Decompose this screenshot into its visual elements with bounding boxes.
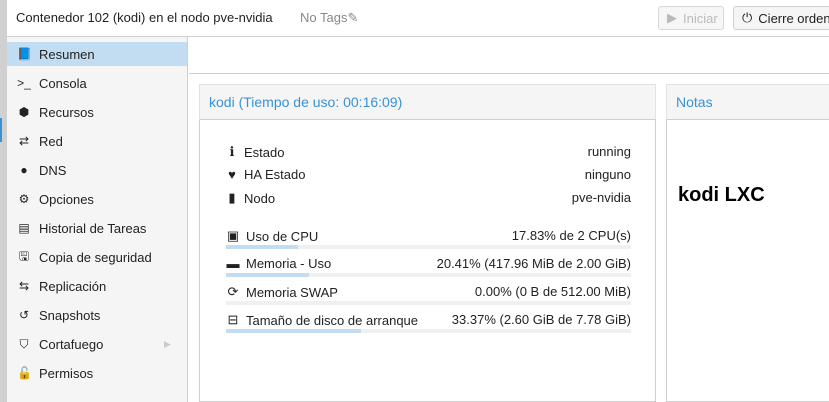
info-label: Nodo [244, 190, 276, 206]
info-row: ℹ Estado running [226, 144, 631, 160]
sidebar-item-snapshots[interactable]: ↺ Snapshots [7, 303, 187, 327]
usage-progress-bar [226, 301, 631, 305]
sidebar-item-cortafuego[interactable]: ⛉ Cortafuego ▶ [7, 332, 187, 356]
usage-label: Memoria SWAP [246, 284, 338, 300]
usage-progress-bar [226, 245, 631, 249]
usage-value: 0.00% (0 B de 512.00 MiB) [474, 284, 631, 299]
usage-label: Memoria - Uso [246, 256, 332, 271]
sidebar-item-label: Historial de Tareas [39, 220, 147, 236]
sidebar-item-consola[interactable]: >_ Consola [7, 71, 187, 95]
usage-value: 17.83% de 2 CPU(s) [511, 228, 631, 243]
tags[interactable]: No Tags✎ [300, 10, 358, 26]
sidebar-item-label: Permisos [39, 365, 94, 381]
left-edge-strip [0, 0, 7, 402]
usage-label: Tamaño de disco de arranque [246, 312, 419, 328]
refresh-icon: ⟳ [227, 284, 239, 299]
globe-icon: ● [20, 163, 28, 177]
sidebar-item-label: Snapshots [39, 307, 101, 323]
sidebar-item-resumen[interactable]: 📘 Resumen [7, 42, 187, 66]
start-button[interactable]: ▶ Iniciar [658, 6, 724, 30]
shield-icon: ⛉ [19, 336, 29, 351]
sidebar-item-label: Consola [39, 75, 87, 91]
notes-panel: Notas kodi LXC [666, 84, 829, 402]
server-icon: ▮ [228, 190, 236, 205]
sidebar-item-recursos[interactable]: ⬢ Recursos [7, 100, 187, 124]
page-title: Contenedor 102 (kodi) en el nodo pve-nvi… [16, 10, 273, 25]
floppy-icon: 🖫 [18, 248, 30, 263]
exchange-icon: ⇄ [18, 134, 30, 148]
sidebar-item-opciones[interactable]: ⚙ Opciones [7, 187, 187, 211]
notes-text: kodi LXC [678, 184, 765, 206]
header: Contenedor 102 (kodi) en el nodo pve-nvi… [7, 0, 829, 37]
sidebar-item-replicaci-n[interactable]: ⇆ Replicación [7, 274, 187, 298]
info-label: HA Estado [244, 167, 306, 182]
sidebar: 📘 Resumen >_ Consola ⬢ Recursos ⇄ Red ● DNS ⚙ Opcio… [7, 37, 188, 402]
shutdown-label: Cierre ordena [758, 10, 829, 26]
notes-title: Notas [666, 84, 829, 120]
status-panel: kodi (Tiempo de uso: 00:16:09) ℹ Estado ru… [199, 84, 656, 402]
sidebar-item-dns[interactable]: ● DNS [7, 158, 187, 182]
sidebar-item-permisos[interactable]: 🔓 Permisos [7, 361, 187, 385]
sidebar-item-label: Copia de seguridad [39, 249, 152, 265]
info-label: Estado [244, 144, 285, 160]
usage-progress-fill [226, 245, 299, 249]
sidebar-item-red[interactable]: ⇄ Red [7, 129, 187, 153]
usage-row: ▣ Uso de CPU 17.83% de 2 CPU(s) [226, 228, 631, 244]
status-panel-title: kodi (Tiempo de uso: 00:16:09) [199, 84, 656, 120]
sidebar-item-historial-de-tareas[interactable]: ▤ Historial de Tareas [7, 216, 187, 240]
usage-row: ⟳ Memoria SWAP 0.00% (0 B de 512.00 MiB) [226, 284, 631, 300]
history-icon: ↺ [18, 308, 30, 322]
sidebar-item-label: Resumen [39, 46, 95, 62]
info-icon: ℹ [229, 144, 235, 159]
tree-selection-marker [0, 118, 2, 142]
cpu-icon: ▣ [226, 228, 240, 243]
sidebar-item-label: DNS [39, 162, 67, 178]
info-row: ♥ HA Estado ninguno [226, 167, 631, 182]
toolbar [189, 37, 829, 74]
status-panel-body: ℹ Estado running ♥ HA Estado ninguno ▮ Nodo pve-… [199, 120, 656, 402]
info-value: ninguno [584, 167, 631, 182]
unlock-icon: 🔓 [17, 366, 32, 380]
sidebar-item-copia-de-seguridad[interactable]: 🖫 Copia de seguridad [7, 245, 187, 269]
heartbeat-icon: ♥ [228, 167, 236, 182]
start-label: Iniciar [683, 10, 718, 26]
terminal-icon: >_ [17, 76, 31, 90]
gear-icon: ⚙ [18, 192, 30, 206]
pencil-icon[interactable]: ✎ [347, 10, 359, 25]
sidebar-item-label: Opciones [39, 191, 94, 207]
usage-progress-fill [226, 329, 362, 333]
sidebar-item-label: Red [39, 133, 63, 149]
book-icon: 📘 [17, 47, 32, 61]
usage-progress-bar [226, 273, 631, 277]
hdd-icon: ⊟ [227, 312, 239, 327]
info-value: pve-nvidia [571, 190, 631, 205]
usage-value: 20.41% (417.96 MiB de 2.00 GiB) [436, 256, 631, 271]
sidebar-item-label: Recursos [39, 104, 94, 120]
usage-progress-bar [226, 329, 631, 333]
notes-body: kodi LXC [666, 120, 829, 402]
usage-row: ▬ Memoria - Uso 20.41% (417.96 MiB de 2.00… [226, 256, 632, 271]
play-icon: ▶ [667, 10, 677, 25]
cube-icon: ⬢ [18, 105, 30, 119]
usage-progress-fill [226, 273, 309, 277]
memory-icon: ▬ [226, 256, 240, 271]
info-value: running [587, 144, 631, 159]
info-row: ▮ Nodo pve-nvidia [226, 190, 631, 206]
tags-label: No Tags [300, 10, 348, 25]
usage-value: 33.37% (2.60 GiB de 7.78 GiB) [451, 312, 631, 327]
shutdown-button[interactable]: ⏻ Cierre ordena [733, 6, 829, 30]
usage-row: ⊟ Tamaño de disco de arranque 33.37% (2.60… [226, 312, 631, 328]
sidebar-item-label: Replicación [39, 278, 107, 294]
power-icon: ⏻ [742, 10, 753, 25]
chevron-right-icon: ▶ [164, 338, 171, 349]
retweet-icon: ⇆ [18, 279, 30, 293]
list-icon: ▤ [18, 221, 30, 235]
sidebar-item-label: Cortafuego [39, 336, 104, 352]
usage-label: Uso de CPU [246, 228, 319, 244]
